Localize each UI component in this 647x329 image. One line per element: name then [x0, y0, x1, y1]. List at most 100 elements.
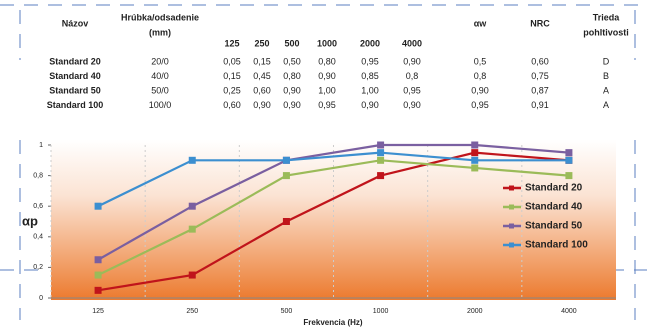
table-cell: 0,85 — [361, 71, 379, 81]
table-cell: Standard 40 — [49, 71, 101, 81]
table-cell: 100/0 — [149, 100, 172, 110]
point — [94, 271, 102, 279]
point — [565, 156, 573, 164]
table-cell: 0,5 — [474, 56, 487, 66]
table-cell: 0,90 — [471, 85, 489, 95]
table-header: Názov — [62, 18, 89, 28]
point — [471, 156, 479, 164]
y-tick-label: 0,2 — [33, 264, 43, 271]
table-cell: 0,15 — [223, 71, 241, 81]
point — [188, 202, 196, 210]
table-cell: D — [603, 56, 610, 66]
table-cell: 0,95 — [318, 100, 336, 110]
table-header: NRC — [530, 18, 550, 28]
x-tick-label: 1000 — [373, 308, 389, 315]
point — [94, 256, 102, 264]
table-cell: 0,90 — [283, 100, 301, 110]
point — [565, 149, 573, 157]
point — [377, 156, 385, 164]
x-tick-label: 125 — [92, 308, 104, 315]
table-cell: 0,45 — [253, 71, 271, 81]
table-cell: 0,80 — [318, 56, 336, 66]
table-cell: 0,90 — [318, 71, 336, 81]
table-cell: 0,95 — [403, 85, 421, 95]
table-header: αw — [474, 18, 488, 28]
point — [377, 172, 385, 180]
table-cell: 50/0 — [151, 85, 169, 95]
table-cell: Standard 50 — [49, 85, 101, 95]
table-cell: 0,90 — [253, 100, 271, 110]
legend-marker — [509, 185, 514, 191]
table-cell: A — [603, 100, 609, 110]
x-tick-label: 4000 — [561, 308, 577, 315]
point — [282, 172, 290, 180]
table-header: pohltivosti — [583, 27, 629, 37]
table-header: 125 — [224, 38, 239, 48]
table-cell: 0,50 — [283, 56, 301, 66]
y-tick-label: 0 — [39, 295, 43, 302]
table-cell: 0,15 — [253, 56, 271, 66]
table-header: 500 — [284, 38, 299, 48]
point — [282, 218, 290, 225]
x-tick-label: 250 — [186, 308, 198, 315]
table-cell: 0,87 — [531, 85, 549, 95]
table-header: 4000 — [402, 38, 422, 48]
table-cell: Standard 20 — [49, 56, 101, 66]
point — [94, 202, 102, 210]
table-cell: 0,91 — [531, 100, 549, 110]
table-cell: 0,90 — [361, 100, 379, 110]
legend-marker — [509, 204, 514, 210]
legend-label: Standard 50 — [525, 221, 583, 232]
point — [188, 271, 196, 279]
point — [282, 156, 290, 164]
table-cell: 20/0 — [151, 56, 169, 66]
table-cell: 0,90 — [403, 56, 421, 66]
y-tick-label: 1 — [39, 142, 43, 149]
legend-label: Standard 20 — [525, 183, 583, 194]
table-cell: 0,90 — [403, 100, 421, 110]
point — [188, 225, 196, 233]
table-cell: 0,05 — [223, 56, 241, 66]
point — [377, 149, 385, 157]
table-header: Hrúbka/odsadenie — [121, 12, 199, 22]
table-cell: 1,00 — [361, 85, 379, 95]
legend-label: Standard 40 — [525, 202, 583, 213]
series-line — [97, 159, 570, 277]
series-line — [97, 151, 569, 208]
table-cell: 0,25 — [223, 85, 241, 95]
legend-label: Standard 100 — [525, 240, 588, 251]
point — [471, 141, 479, 149]
table-cell: A — [603, 85, 609, 95]
point — [565, 172, 573, 180]
table-cell: 0,95 — [361, 56, 379, 66]
x-tick-label: 500 — [281, 308, 293, 315]
table-cell: 0,60 — [253, 85, 271, 95]
y-axis-label: αp — [22, 213, 38, 228]
table-header: 1000 — [317, 38, 337, 48]
table-cell: Standard 100 — [47, 100, 104, 110]
table-cell: 0,60 — [531, 56, 549, 66]
point — [94, 286, 102, 294]
x-tick-label: 2000 — [467, 308, 483, 315]
point — [377, 141, 385, 149]
table-cell: 0,90 — [283, 85, 301, 95]
series-line — [97, 143, 570, 261]
series-line — [97, 151, 570, 292]
y-tick-label: 0,4 — [33, 234, 43, 241]
x-axis-label: Frekvencia (Hz) — [303, 318, 362, 327]
decor — [0, 4, 647, 320]
table-header: (mm) — [149, 27, 171, 37]
table-cell: 0,8 — [474, 71, 487, 81]
legend-marker — [509, 242, 514, 248]
table-cell: 0,75 — [531, 71, 549, 81]
table-cell: 40/0 — [151, 71, 169, 81]
table-cell: 1,00 — [318, 85, 336, 95]
table-cell: 0,95 — [471, 100, 489, 110]
table-cell: 0,80 — [283, 71, 301, 81]
table-cell: 0,8 — [406, 71, 419, 81]
table-header: Trieda — [593, 12, 621, 22]
table-header: 250 — [254, 38, 269, 48]
table-cell: B — [603, 71, 609, 81]
y-tick-label: 0,8 — [33, 172, 43, 179]
